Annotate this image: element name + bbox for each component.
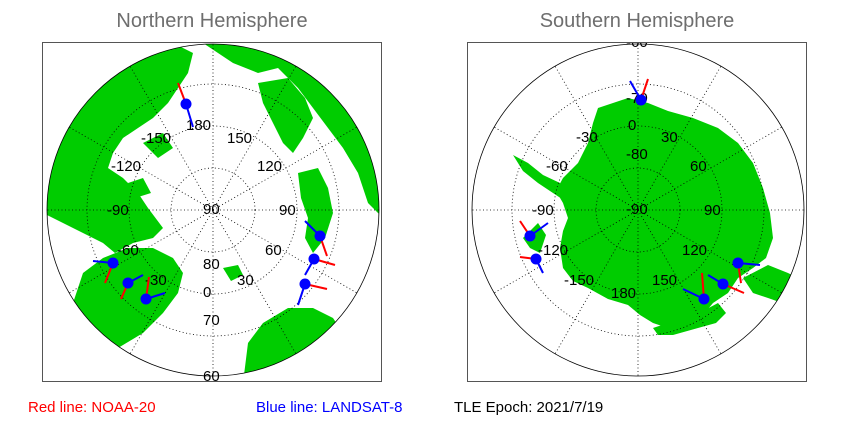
south-lon-label: -90 bbox=[532, 202, 554, 219]
tle-epoch: TLE Epoch: 2021/7/19 bbox=[454, 399, 604, 416]
north-lon-label: 0 bbox=[203, 284, 211, 301]
satellite-dot bbox=[524, 230, 536, 242]
south-lon-label: 90 bbox=[704, 202, 721, 219]
south-lat-label: -80 bbox=[626, 146, 648, 163]
south-lon-label: 0 bbox=[628, 117, 636, 134]
north-map: -150 180 150 -120 120 -90 90 -60 60 -30 … bbox=[42, 42, 382, 383]
north-lon-label: -120 bbox=[111, 158, 141, 175]
south-lon-label: 120 bbox=[682, 242, 707, 259]
south-lon-label: 30 bbox=[661, 129, 678, 146]
north-lon-label: 90 bbox=[279, 202, 296, 219]
south-satellite-markers bbox=[519, 78, 761, 305]
north-lat-label: 60 bbox=[203, 368, 220, 383]
satellite-dot bbox=[140, 293, 152, 305]
land-scandinavia bbox=[298, 168, 333, 253]
south-lon-label: 180 bbox=[611, 285, 636, 302]
south-map: -60 -70 -80 -90 -30 0 30 -60 60 -90 90 -… bbox=[467, 42, 807, 382]
satellite-dot bbox=[530, 253, 542, 265]
land-siberia bbox=[258, 78, 313, 153]
satellite-dot bbox=[314, 230, 326, 242]
satellite-dot bbox=[122, 277, 134, 289]
satellite-dot bbox=[717, 278, 729, 290]
south-lon-label: -150 bbox=[564, 272, 594, 289]
land-canada-islands bbox=[103, 133, 173, 211]
north-lon-label: -60 bbox=[117, 242, 139, 259]
satellite-dot bbox=[732, 257, 744, 269]
south-lon-label: -120 bbox=[538, 242, 568, 259]
south-lon-label: 150 bbox=[652, 272, 677, 289]
south-title: Southern Hemisphere bbox=[539, 10, 735, 32]
satellite-dot bbox=[299, 278, 311, 290]
legend-noaa20: Red line: NOAA-20 bbox=[28, 399, 156, 416]
north-lon-label: 150 bbox=[227, 130, 252, 147]
north-lat-label: 70 bbox=[203, 312, 220, 329]
south-lon-label: -30 bbox=[576, 129, 598, 146]
north-lon-label: 30 bbox=[237, 272, 254, 289]
north-satellite-markers bbox=[92, 82, 336, 306]
north-lon-label: -30 bbox=[145, 272, 167, 289]
north-pole-label: 90 bbox=[203, 201, 220, 218]
satellite-dot bbox=[308, 253, 320, 265]
north-lat-label: 80 bbox=[203, 256, 220, 273]
land-antarctic-peninsula bbox=[513, 155, 568, 203]
north-lon-label: 120 bbox=[257, 158, 282, 175]
satellite-dot bbox=[698, 293, 710, 305]
south-lat-label: -60 bbox=[626, 43, 648, 51]
north-lon-label: -150 bbox=[141, 130, 171, 147]
legend-landsat8: Blue line: LANDSAT-8 bbox=[256, 399, 403, 416]
satellite-dot bbox=[180, 98, 192, 110]
north-lon-label: 60 bbox=[265, 242, 282, 259]
satellite-dot bbox=[107, 257, 119, 269]
land-greenland bbox=[73, 248, 183, 348]
satellite-dot bbox=[635, 94, 647, 106]
land-new-zealand bbox=[653, 303, 726, 335]
north-lon-label: -90 bbox=[107, 202, 129, 219]
land-antarctica bbox=[556, 98, 773, 328]
land-iceland bbox=[223, 265, 243, 281]
south-pole-label: -90 bbox=[626, 201, 648, 218]
south-lon-label: -60 bbox=[546, 158, 568, 175]
north-title: Northern Hemisphere bbox=[116, 10, 308, 32]
south-lon-label: 60 bbox=[690, 158, 707, 175]
